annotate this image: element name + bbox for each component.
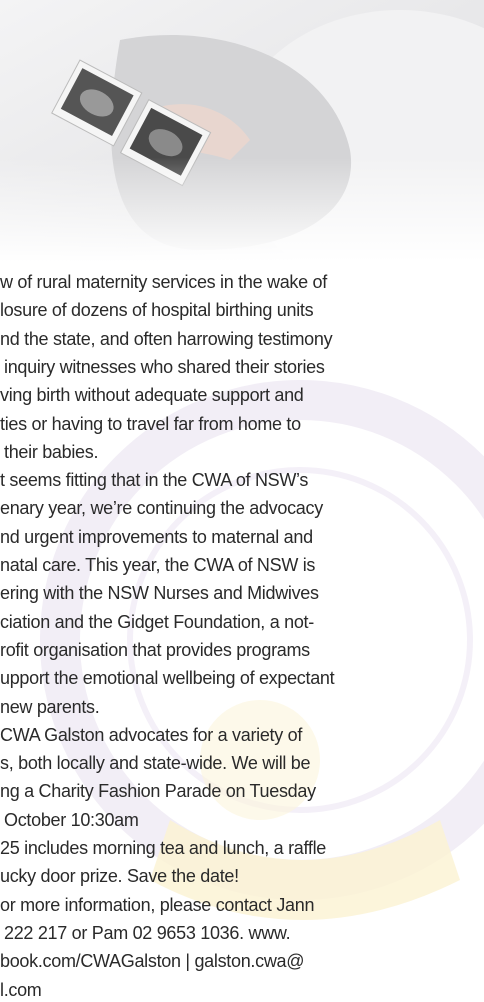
text-line: nd urgent improvements to maternal and bbox=[0, 525, 313, 549]
text-line: ng a Charity Fashion Parade on Tuesday bbox=[0, 779, 316, 803]
text-line: t seems fitting that in the CWA of NSW’s bbox=[0, 468, 308, 492]
text-line: ties or having to travel far from home t… bbox=[0, 412, 301, 436]
text-line: rofit organisation that provides program… bbox=[0, 638, 310, 662]
text-line: 25 includes morning tea and lunch, a raf… bbox=[0, 836, 326, 860]
text-line: nd the state, and often harrowing testim… bbox=[0, 327, 332, 351]
text-line: inquiry witnesses who shared their stori… bbox=[4, 355, 325, 379]
text-line: w of rural maternity services in the wak… bbox=[0, 270, 327, 294]
text-line: book.com/CWAGalston | galston.cwa@ bbox=[0, 949, 304, 973]
text-line: ucky door prize. Save the date! bbox=[0, 864, 239, 888]
text-line: new parents. bbox=[0, 695, 99, 719]
text-line: CWA Galston advocates for a variety of bbox=[0, 723, 302, 747]
text-line: ving birth without adequate support and bbox=[0, 383, 304, 407]
text-line: natal care. This year, the CWA of NSW is bbox=[0, 553, 315, 577]
text-line: October 10:30am bbox=[4, 808, 139, 832]
text-line: ciation and the Gidget Foundation, a not… bbox=[0, 610, 314, 634]
text-line: their babies. bbox=[4, 440, 98, 464]
text-line: 222 217 or Pam 02 9653 1036. www. bbox=[4, 921, 290, 945]
text-line: upport the emotional wellbeing of expect… bbox=[0, 666, 334, 690]
text-line: l.com bbox=[0, 978, 42, 1002]
page: w of rural maternity services in the wak… bbox=[0, 0, 484, 1002]
text-line: losure of dozens of hospital birthing un… bbox=[0, 298, 313, 322]
text-line: ering with the NSW Nurses and Midwives bbox=[0, 581, 319, 605]
text-line: enary year, we’re continuing the advocac… bbox=[0, 496, 323, 520]
text-line: s, both locally and state-wide. We will … bbox=[0, 751, 310, 775]
text-line: or more information, please contact Jann bbox=[0, 893, 314, 917]
